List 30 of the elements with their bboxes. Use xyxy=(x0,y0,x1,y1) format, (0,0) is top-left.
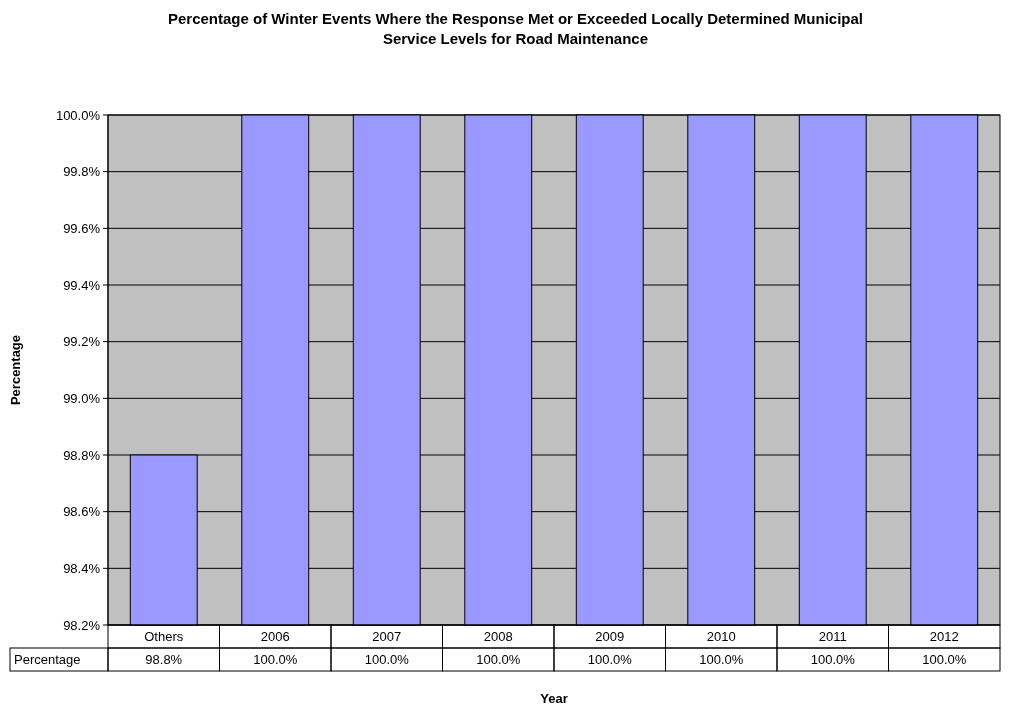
y-axis-title: Percentage xyxy=(8,334,23,406)
x-tick-label: 2012 xyxy=(929,629,959,645)
x-axis-title: Year xyxy=(540,691,568,706)
y-tick-label: 99.6% xyxy=(63,220,101,236)
data-label: 100.0% xyxy=(587,652,633,668)
x-tick-label: 2009 xyxy=(595,629,625,645)
data-label: 100.0% xyxy=(476,652,521,668)
chart-title: Percentage of Winter Events Where the Response Met or Exceeded Locally Determined Municipal Service Levels for Road Maintenance xyxy=(167,10,864,47)
data-label: 98.8% xyxy=(145,652,183,668)
x-tick-label: 2008 xyxy=(483,629,513,645)
x-tick-label: 2011 xyxy=(818,629,847,645)
y-tick-label: 99.4% xyxy=(63,277,101,293)
y-tick-label: 98.4% xyxy=(63,560,101,576)
data-label: 100.0% xyxy=(699,652,744,668)
y-tick-label: 99.8% xyxy=(63,164,101,180)
y-tick-label: 98.8% xyxy=(63,447,101,463)
x-tick-label: Others xyxy=(144,629,184,645)
data-label: 100.0% xyxy=(364,652,410,668)
text: Percentage xyxy=(14,652,81,668)
y-tick-label: 100.0% xyxy=(55,107,101,123)
y-tick-label: 98.6% xyxy=(63,504,101,520)
x-tick-label: 2007 xyxy=(372,629,402,645)
data-label: 100.0% xyxy=(922,652,967,668)
x-tick-label: 2006 xyxy=(260,629,290,645)
y-tick-label: 99.2% xyxy=(63,334,101,350)
y-tick-label: 99.0% xyxy=(63,390,101,406)
y-tick-label: 98.2% xyxy=(63,617,101,633)
x-tick-label: 2010 xyxy=(706,629,736,645)
data-label: 100.0% xyxy=(253,652,298,668)
data-label: 100.0% xyxy=(810,652,856,668)
